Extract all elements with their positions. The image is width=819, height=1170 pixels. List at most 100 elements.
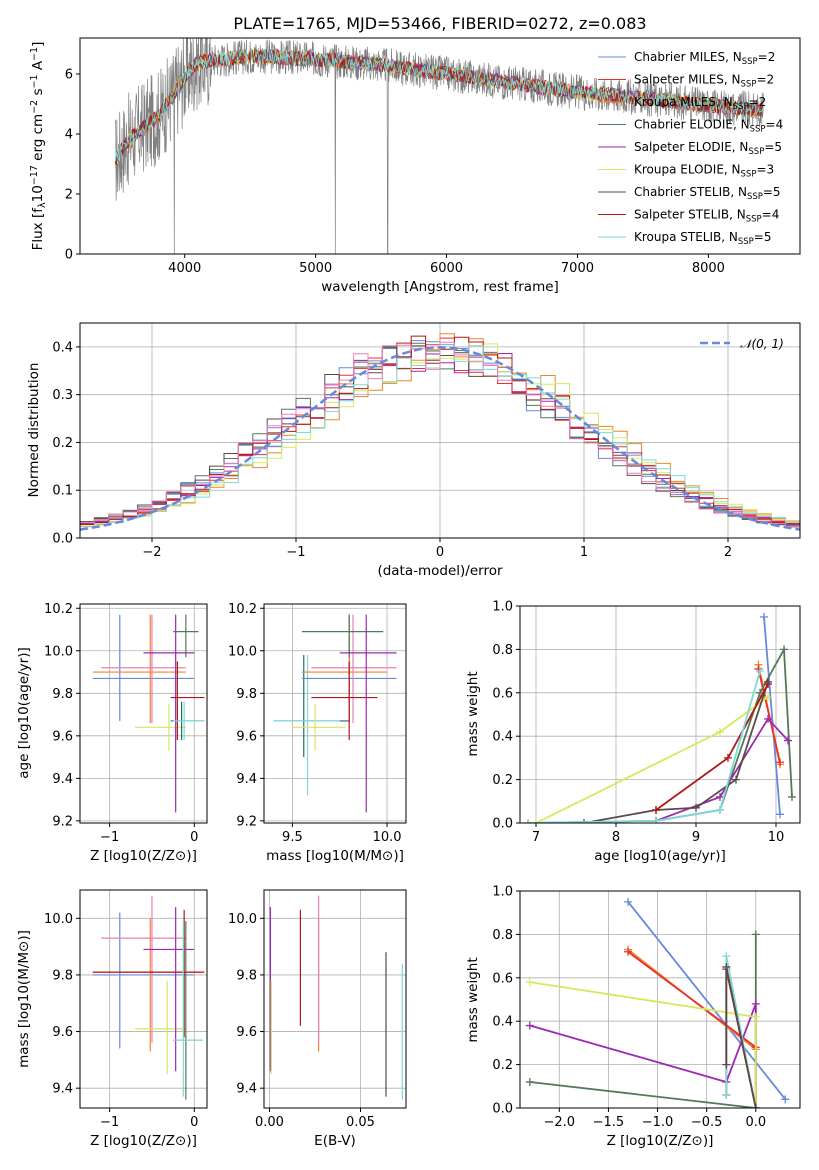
series-marker (525, 1077, 534, 1086)
series-marker (722, 952, 731, 961)
axes-frame (79, 37, 801, 255)
series-line-0 (763, 616, 781, 815)
series-line-2 (757, 668, 781, 763)
legend-suffix: =2 (758, 50, 776, 64)
plot-area-mass_vs_ebv (269, 895, 403, 1100)
axes-frame (519, 605, 801, 824)
y-tick-label: 10.0 (44, 644, 73, 659)
x-tick-label: −1 (286, 545, 305, 560)
y-axis-label-part: −1 (29, 47, 40, 61)
plot-area-residuals (80, 333, 800, 531)
normal-curve (80, 346, 800, 531)
y-tick-label: 0.4 (492, 1015, 513, 1030)
legend-suffix: =2 (756, 73, 774, 87)
legend-sub: SSP (742, 57, 758, 67)
y-axis-label-part: erg cm (30, 114, 46, 165)
y-tick-label: 10.0 (44, 912, 73, 927)
x-tick-label: −1 (100, 1115, 119, 1130)
legend-label: Chabrier ELODIE, NSSP=4 (634, 118, 783, 135)
axes-frame (263, 603, 407, 824)
x-tick-label: 7 (532, 830, 540, 845)
legend-label: Salpeter ELODIE, NSSP=5 (634, 140, 782, 157)
x-tick-label: −2.0 (544, 1115, 576, 1130)
y-tick-label: 0 (65, 248, 73, 263)
y-axis-label-part: ] (30, 42, 46, 47)
legend-label: Chabrier MILES, NSSP=2 (634, 50, 775, 67)
series-marker (784, 736, 792, 745)
axes-frame (519, 890, 801, 1109)
series-marker (764, 680, 772, 689)
y-axis-label-part: Flux [f (30, 207, 46, 251)
x-tick-label: 0 (436, 545, 444, 560)
legend-suffix: =3 (756, 163, 774, 177)
y-tick-label: 9.6 (236, 729, 257, 744)
hist-9 (80, 341, 800, 529)
axes-frame (263, 889, 407, 1109)
series-marker (764, 714, 772, 723)
legend-suffix: =2 (749, 95, 767, 109)
series-marker (652, 805, 660, 814)
plot-area-massweight_vs_Z (525, 897, 790, 1108)
x-tick-label: 2 (724, 545, 732, 560)
series-marker (716, 727, 724, 736)
data-spectrum (114, 38, 764, 254)
legend-label: Salpeter MILES, NSSP=2 (634, 73, 774, 90)
axes-frame (79, 603, 208, 824)
x-tick-label: −2 (142, 545, 161, 560)
series-marker (780, 645, 788, 654)
x-tick-label: 4000 (168, 261, 201, 276)
x-tick-label: −0.5 (691, 1115, 723, 1130)
panel-mass_vs_ebv: 0.00 0.05 9.4 9.6 9.8 10.0 E(B-V) (228, 889, 407, 1149)
series-marker (732, 775, 740, 784)
plots: Chabrier MILES, NSSP=2 Salpeter MILES, NS… (16, 37, 801, 1149)
x-tick-label: 9 (692, 830, 700, 845)
panel-spectrum: Chabrier MILES, NSSP=2 Salpeter MILES, NS… (29, 37, 801, 295)
y-tick-label: 9.4 (236, 1082, 257, 1097)
series-marker (760, 612, 768, 621)
series-line-5 (529, 981, 757, 1108)
figure-title: PLATE=1765, MJD=53466, FIBERID=0272, z=0… (233, 14, 646, 33)
x-tick-label: 7000 (561, 261, 594, 276)
x-tick-label: 0.05 (346, 1115, 375, 1130)
x-tick-label: 1 (580, 545, 588, 560)
y-tick-label: 10.0 (228, 912, 257, 927)
y-axis-label: age [log10(age/yr)] (16, 647, 32, 779)
x-tick-label: 0 (190, 830, 198, 845)
series-marker (716, 805, 724, 814)
panel-residuals: 𝒩(0, 1) −2 −1 0 1 2 0.0 0.1 0.2 0.3 0.4 (data-model… (26, 322, 801, 579)
series-marker (781, 1095, 790, 1104)
legend-label: Kroupa ELODIE, NSSP=3 (634, 163, 774, 180)
y-tick-label: 9.6 (52, 729, 73, 744)
series-marker (751, 1012, 760, 1021)
y-tick-label: 9.8 (52, 968, 73, 983)
plot-area-massweight_vs_age (524, 612, 796, 823)
y-axis-label: Normed distribution (26, 363, 42, 498)
series-marker (524, 819, 532, 823)
x-tick-label: 9.5 (282, 830, 303, 845)
y-axis-label-part: A (30, 60, 46, 74)
y-tick-label: 10.2 (44, 602, 73, 617)
legend-sub: SSP (733, 102, 749, 112)
y-axis-label-part: s (30, 88, 46, 99)
y-tick-label: 0.0 (492, 817, 513, 832)
y-tick-label: 9.6 (52, 1025, 73, 1040)
legend-suffix: =4 (762, 208, 780, 222)
x-axis-label: Z [log10(Z/Z⊙)] (607, 1133, 714, 1149)
series-line-8 (725, 966, 757, 1108)
y-tick-label: 10.2 (228, 602, 257, 617)
x-tick-label: −1.0 (642, 1115, 674, 1130)
series-marker (724, 753, 732, 762)
legend-suffix: =5 (764, 140, 782, 154)
x-axis-label: mass [log10(M/M⊙)] (266, 848, 404, 864)
panel-age_vs_Z: −1 0 9.2 9.4 9.6 9.8 10.0 10.2 Z [log10(Z/Z⊙)] ag… (16, 602, 208, 864)
y-tick-label: 0.8 (492, 643, 513, 658)
legend-spectrum: Chabrier MILES, NSSP=2 Salpeter MILES, NS… (598, 50, 783, 247)
x-axis-label: age [log10(age/yr)] (594, 848, 726, 864)
series-marker (525, 1021, 534, 1030)
legend-sub: SSP (746, 215, 762, 225)
legend-sub: SSP (747, 192, 763, 202)
plot-area-spectrum (114, 38, 764, 254)
x-tick-label: 0.00 (255, 1115, 284, 1130)
y-axis-label-part: 10 (30, 185, 46, 202)
series-marker (722, 1060, 731, 1069)
